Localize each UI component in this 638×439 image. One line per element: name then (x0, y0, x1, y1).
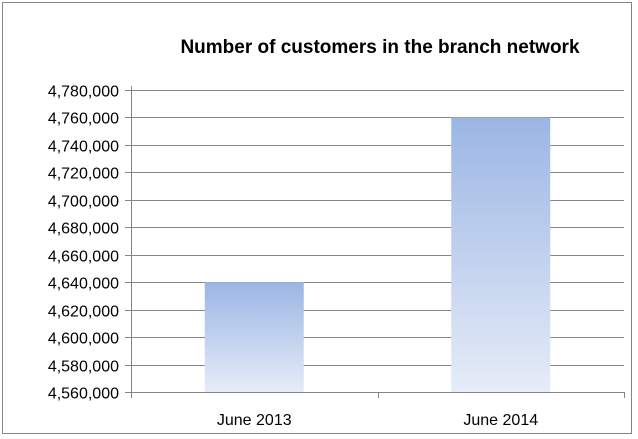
bars (204, 117, 551, 393)
y-axis-tick-labels: 4,560,000 4,580,000 4,600,000 4,620,000 4,64… (48, 84, 119, 403)
y-tick-label: 4,700,000 (48, 194, 119, 211)
y-tick-label: 4,740,000 (48, 139, 119, 156)
bar-june-2013 (204, 282, 304, 392)
y-tick-label: 4,720,000 (48, 166, 119, 183)
x-axis-tick-labels: June 2013 June 2014 (217, 412, 538, 429)
y-tick-label: 4,760,000 (48, 111, 119, 128)
y-tick-label: 4,560,000 (48, 386, 119, 403)
x-tick-label: June 2013 (217, 412, 292, 429)
y-tick-label: 4,580,000 (48, 359, 119, 376)
y-tick-label: 4,600,000 (48, 331, 119, 348)
y-tick-label: 4,620,000 (48, 304, 119, 321)
bar-june-2014 (451, 117, 551, 393)
y-tick-label: 4,680,000 (48, 221, 119, 238)
y-tick-label: 4,640,000 (48, 276, 119, 293)
y-tick-label: 4,780,000 (48, 84, 119, 101)
chart-title: Number of customers in the branch networ… (180, 37, 579, 58)
x-tick-label: June 2014 (463, 412, 538, 429)
axes (131, 86, 625, 398)
y-tick-label: 4,660,000 (48, 249, 119, 266)
